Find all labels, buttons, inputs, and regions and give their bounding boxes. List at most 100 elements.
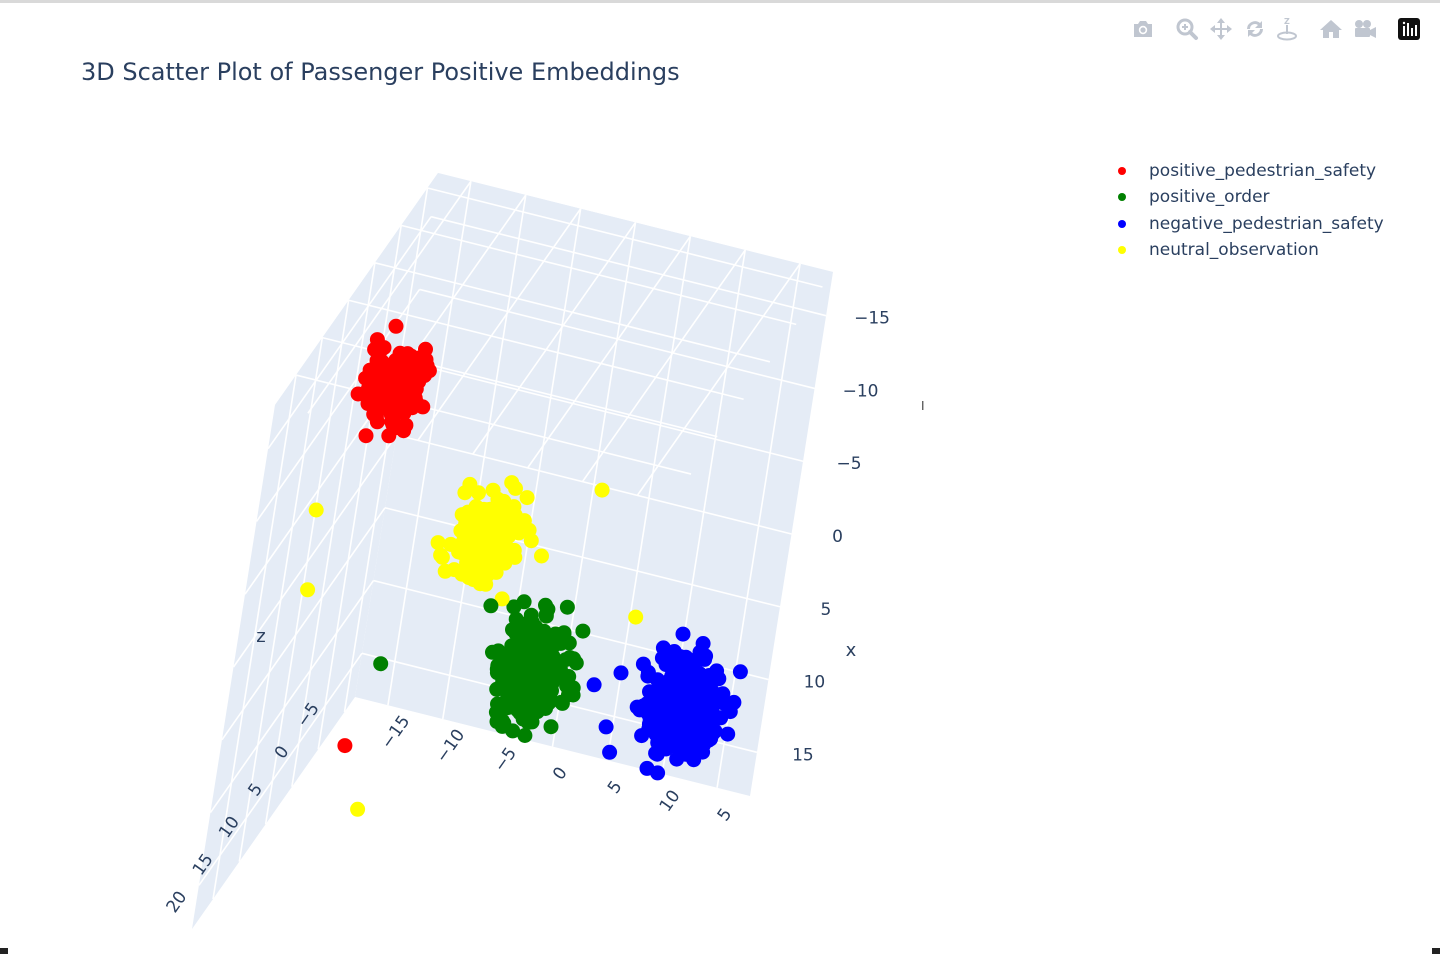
data-point-negative_pedestrian_safety [708, 695, 724, 711]
data-point-neutral_observation [437, 563, 453, 579]
data-point-neutral_observation [433, 547, 449, 563]
data-point-neutral_observation [519, 490, 535, 506]
home-icon[interactable] [1316, 14, 1346, 44]
data-points [300, 318, 748, 817]
data-point-positive_order [538, 597, 553, 613]
data-point-positive_order [490, 643, 506, 659]
z-gridline [317, 225, 402, 750]
legend-item-positive-pedestrian-safety[interactable]: positive_pedestrian_safety [1108, 158, 1384, 184]
x-axis-title: x [846, 640, 857, 661]
data-point-positive_order [548, 626, 564, 642]
z-gridline [264, 300, 350, 825]
legend-item-positive-order[interactable]: positive_order [1108, 184, 1384, 210]
data-point-positive_pedestrian_safety [337, 738, 353, 754]
data-point-negative_pedestrian_safety [635, 698, 651, 714]
data-point-neutral_observation [462, 476, 478, 492]
y-gridline [430, 215, 827, 317]
x-tick-label: −15 [854, 309, 890, 329]
y-tick-label: 5 [604, 777, 627, 797]
y-gridline [221, 507, 386, 741]
data-point-positive_order [490, 696, 505, 712]
data-point-negative_pedestrian_safety [675, 626, 691, 642]
data-point-positive_order [373, 656, 389, 672]
data-point-neutral_observation [494, 591, 510, 607]
data-point-negative_pedestrian_safety [635, 656, 651, 672]
data-point-neutral_observation [350, 801, 366, 817]
x-tick-label: 0 [832, 527, 843, 547]
svg-text:Z: Z [1284, 17, 1290, 26]
data-point-positive_pedestrian_safety [358, 428, 374, 444]
y-tick-label: 5 [714, 805, 737, 825]
z-gridline [400, 224, 797, 326]
data-point-positive_order [483, 598, 499, 614]
x-tick-label: 15 [792, 745, 814, 765]
data-point-negative_pedestrian_safety [695, 636, 711, 651]
window-corner [1432, 948, 1440, 954]
y-gridline [198, 652, 363, 886]
legend-label: negative_pedestrian_safety [1149, 213, 1384, 234]
data-point-neutral_observation [594, 482, 610, 498]
y-tick-label: −5 [490, 744, 521, 776]
data-point-positive_order [562, 650, 578, 665]
z-gridline [374, 262, 771, 363]
legend-marker-icon [1118, 246, 1126, 255]
data-point-positive_order [490, 658, 506, 674]
pan-icon[interactable] [1206, 14, 1236, 44]
camera-icon[interactable] [1128, 14, 1158, 44]
data-point-positive_order [543, 719, 559, 735]
zoom-icon[interactable] [1172, 14, 1202, 44]
window-top-border [0, 0, 1440, 3]
data-point-neutral_observation [430, 535, 446, 551]
data-point-neutral_observation [485, 482, 501, 498]
y-tick-label: −10 [432, 726, 469, 767]
data-point-negative_pedestrian_safety [652, 676, 668, 692]
data-point-neutral_observation [534, 548, 549, 564]
last-save-icon[interactable] [1350, 14, 1380, 44]
legend-marker-icon [1118, 193, 1126, 202]
y-tick-label: −15 [377, 712, 414, 753]
y-gridline [396, 434, 792, 535]
legend: positive_pedestrian_safety positive_orde… [1108, 158, 1384, 263]
y-gridline [407, 361, 804, 462]
z-axis-title: z [256, 626, 265, 647]
x-tick-label: −5 [836, 454, 861, 474]
data-point-neutral_observation [504, 475, 520, 491]
data-point-negative_pedestrian_safety [655, 640, 671, 656]
z-gridline [348, 299, 744, 401]
data-point-neutral_observation [454, 507, 470, 523]
data-point-positive_pedestrian_safety [392, 345, 408, 361]
y-gridline [267, 216, 432, 450]
legend-label: positive_order [1149, 187, 1270, 208]
data-point-negative_pedestrian_safety [732, 664, 748, 680]
plotly-logo-icon[interactable] [1394, 14, 1424, 44]
y-gridline [384, 507, 781, 608]
legend-item-neutral-observation[interactable]: neutral_observation [1108, 237, 1384, 263]
x-tick-label: −10 [843, 381, 879, 401]
data-point-positive_order [559, 599, 575, 615]
y-gridline [232, 434, 398, 668]
legend-marker-icon [1118, 167, 1126, 176]
y-gridline [419, 288, 815, 390]
data-point-negative_pedestrian_safety [613, 665, 629, 681]
data-point-neutral_observation [308, 502, 324, 518]
data-point-positive_pedestrian_safety [388, 318, 404, 334]
z-gridline [343, 187, 429, 713]
window-corner [0, 948, 8, 954]
data-point-positive_order [523, 607, 539, 623]
data-point-negative_pedestrian_safety [598, 719, 614, 735]
data-point-negative_pedestrian_safety [639, 760, 655, 776]
z-tick-label: 20 [163, 888, 192, 917]
data-point-neutral_observation [628, 609, 644, 625]
legend-item-negative-pedestrian-safety[interactable]: negative_pedestrian_safety [1108, 211, 1384, 237]
data-point-negative_pedestrian_safety [642, 684, 657, 700]
legend-label: neutral_observation [1149, 240, 1319, 261]
z-gridline [291, 262, 376, 787]
legend-marker-icon [1118, 219, 1126, 228]
turntable-rotation-icon[interactable]: Z [1272, 14, 1302, 44]
data-point-neutral_observation [443, 536, 459, 552]
data-point-positive_order [504, 638, 520, 654]
legend-label: positive_pedestrian_safety [1149, 161, 1377, 182]
data-point-negative_pedestrian_safety [586, 677, 602, 693]
orbit-rotation-icon[interactable] [1240, 14, 1270, 44]
